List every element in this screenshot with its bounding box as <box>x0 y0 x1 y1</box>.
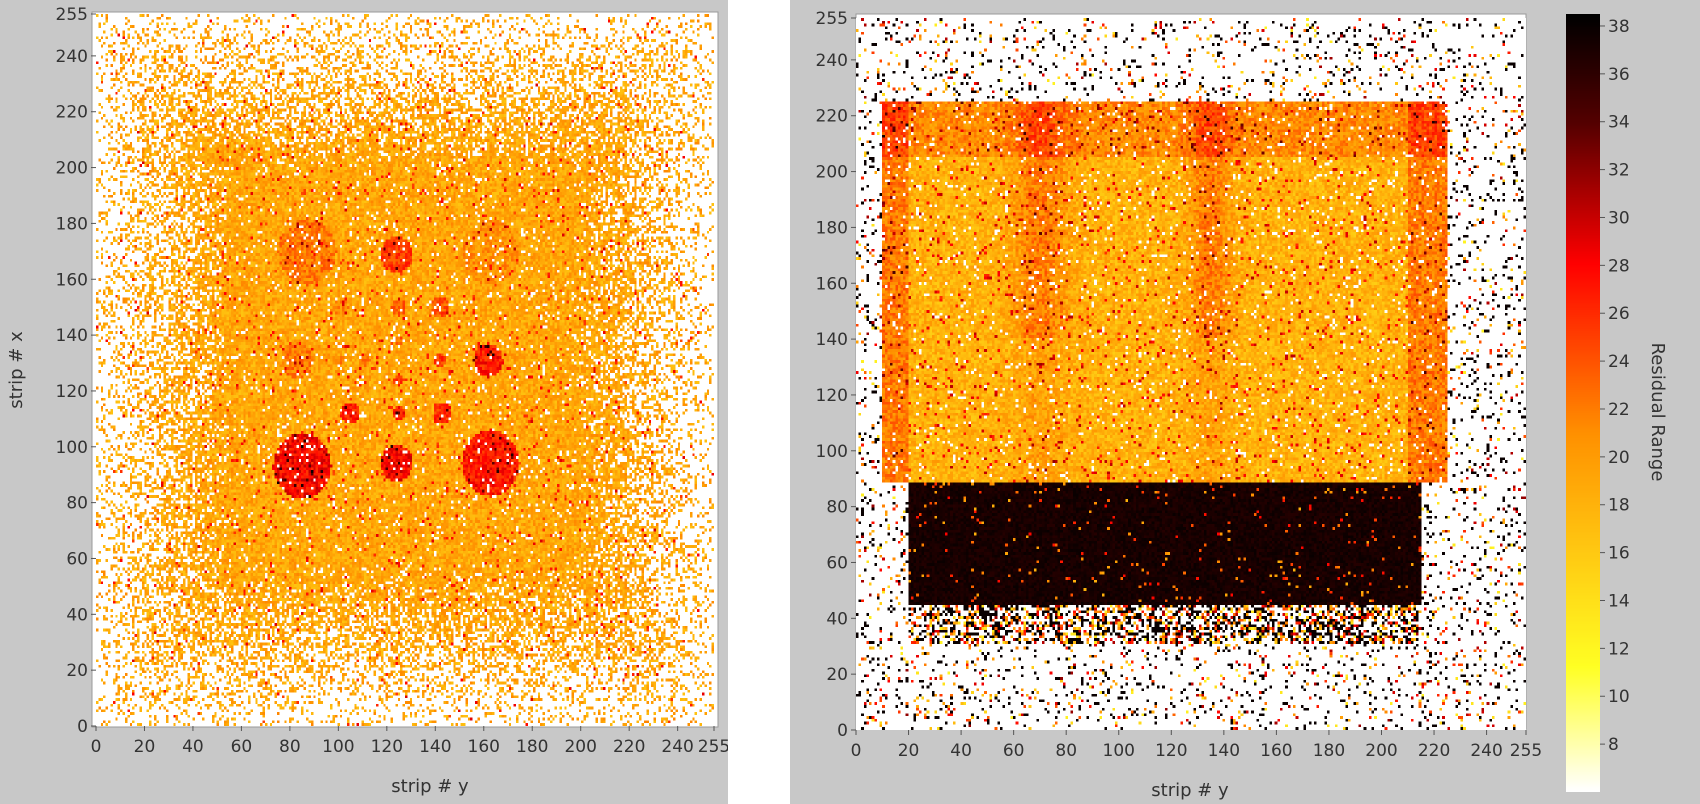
y-tick-label: 120 <box>816 386 848 406</box>
colorbar-tick-label: 18 <box>1608 496 1630 516</box>
x-tick-label: 180 <box>1313 741 1345 761</box>
y-tick-label: 220 <box>816 107 848 127</box>
colorbar-tick-label: 28 <box>1608 256 1630 276</box>
y-tick-label: 200 <box>816 163 848 183</box>
colorbar-tick-label: 22 <box>1608 400 1630 420</box>
y-tick-label: 140 <box>56 326 88 346</box>
x-tick-label: 60 <box>231 737 253 757</box>
colorbar <box>1566 14 1600 792</box>
y-tick-label: 255 <box>816 9 848 29</box>
x-tick-label: 240 <box>661 737 693 757</box>
left-ylabel: strip # x <box>6 331 27 409</box>
colorbar-tick-label: 14 <box>1608 591 1630 611</box>
x-tick-label: 40 <box>950 741 972 761</box>
colorbar-tick-label: 8 <box>1608 735 1619 755</box>
x-tick-label: 160 <box>468 737 500 757</box>
y-tick-label: 0 <box>77 717 88 737</box>
colorbar-label: Residual Range <box>1647 343 1668 482</box>
x-tick-label: 220 <box>613 737 645 757</box>
colorbar-tick-label: 12 <box>1608 639 1630 659</box>
x-tick-label: 20 <box>898 741 920 761</box>
left-xlabel: strip # y <box>391 776 469 797</box>
x-tick-label: 120 <box>371 737 403 757</box>
right-xlabel: strip # y <box>1151 780 1229 801</box>
y-tick-label: 200 <box>56 159 88 179</box>
x-tick-label: 120 <box>1155 741 1187 761</box>
x-tick-label: 0 <box>851 741 862 761</box>
y-tick-label: 100 <box>816 442 848 462</box>
x-tick-label: 40 <box>182 737 204 757</box>
x-tick-label: 140 <box>419 737 451 757</box>
y-tick-label: 220 <box>56 103 88 123</box>
y-tick-label: 120 <box>56 382 88 402</box>
y-tick-label: 20 <box>826 665 848 685</box>
colorbar-tick-label: 24 <box>1608 352 1630 372</box>
x-tick-label: 180 <box>516 737 548 757</box>
x-tick-label: 20 <box>134 737 156 757</box>
y-tick-label: 240 <box>56 47 88 67</box>
colorbar-tick-label: 20 <box>1608 448 1630 468</box>
colorbar-tick-label: 34 <box>1608 113 1630 133</box>
y-tick-label: 255 <box>56 5 88 25</box>
x-tick-label: 200 <box>564 737 596 757</box>
colorbar-tick-label: 30 <box>1608 208 1630 228</box>
x-tick-label: 60 <box>1003 741 1025 761</box>
x-tick-label: 220 <box>1418 741 1450 761</box>
x-tick-label: 240 <box>1470 741 1502 761</box>
y-tick-label: 0 <box>837 721 848 741</box>
colorbar-tick-label: 16 <box>1608 544 1630 564</box>
x-tick-label: 140 <box>1208 741 1240 761</box>
x-tick-label: 200 <box>1365 741 1397 761</box>
y-tick-label: 160 <box>56 270 88 290</box>
x-tick-label: 100 <box>322 737 354 757</box>
y-tick-label: 80 <box>66 494 88 514</box>
y-tick-label: 40 <box>66 605 88 625</box>
x-tick-label: 100 <box>1103 741 1135 761</box>
colorbar-tick-label: 32 <box>1608 161 1630 181</box>
x-tick-label: 255 <box>1510 741 1542 761</box>
colorbar-tick-label: 26 <box>1608 304 1630 324</box>
y-tick-label: 60 <box>66 549 88 569</box>
y-tick-label: 240 <box>816 51 848 71</box>
y-tick-label: 160 <box>816 274 848 294</box>
colorbar-tick-label: 36 <box>1608 65 1630 85</box>
x-tick-label: 80 <box>1055 741 1077 761</box>
y-tick-label: 180 <box>816 218 848 238</box>
y-tick-label: 180 <box>56 214 88 234</box>
colorbar-tick-label: 10 <box>1608 687 1630 707</box>
x-tick-label: 160 <box>1260 741 1292 761</box>
x-tick-label: 255 <box>698 737 728 757</box>
colorbar-tick-label: 38 <box>1608 17 1630 37</box>
y-tick-label: 20 <box>66 661 88 681</box>
y-tick-label: 100 <box>56 438 88 458</box>
y-tick-label: 40 <box>826 609 848 629</box>
y-tick-label: 80 <box>826 498 848 518</box>
x-tick-label: 80 <box>279 737 301 757</box>
x-tick-label: 0 <box>91 737 102 757</box>
left-heatmap <box>96 14 714 726</box>
y-tick-label: 60 <box>826 553 848 573</box>
right-heatmap <box>856 18 1526 730</box>
y-tick-label: 140 <box>816 330 848 350</box>
